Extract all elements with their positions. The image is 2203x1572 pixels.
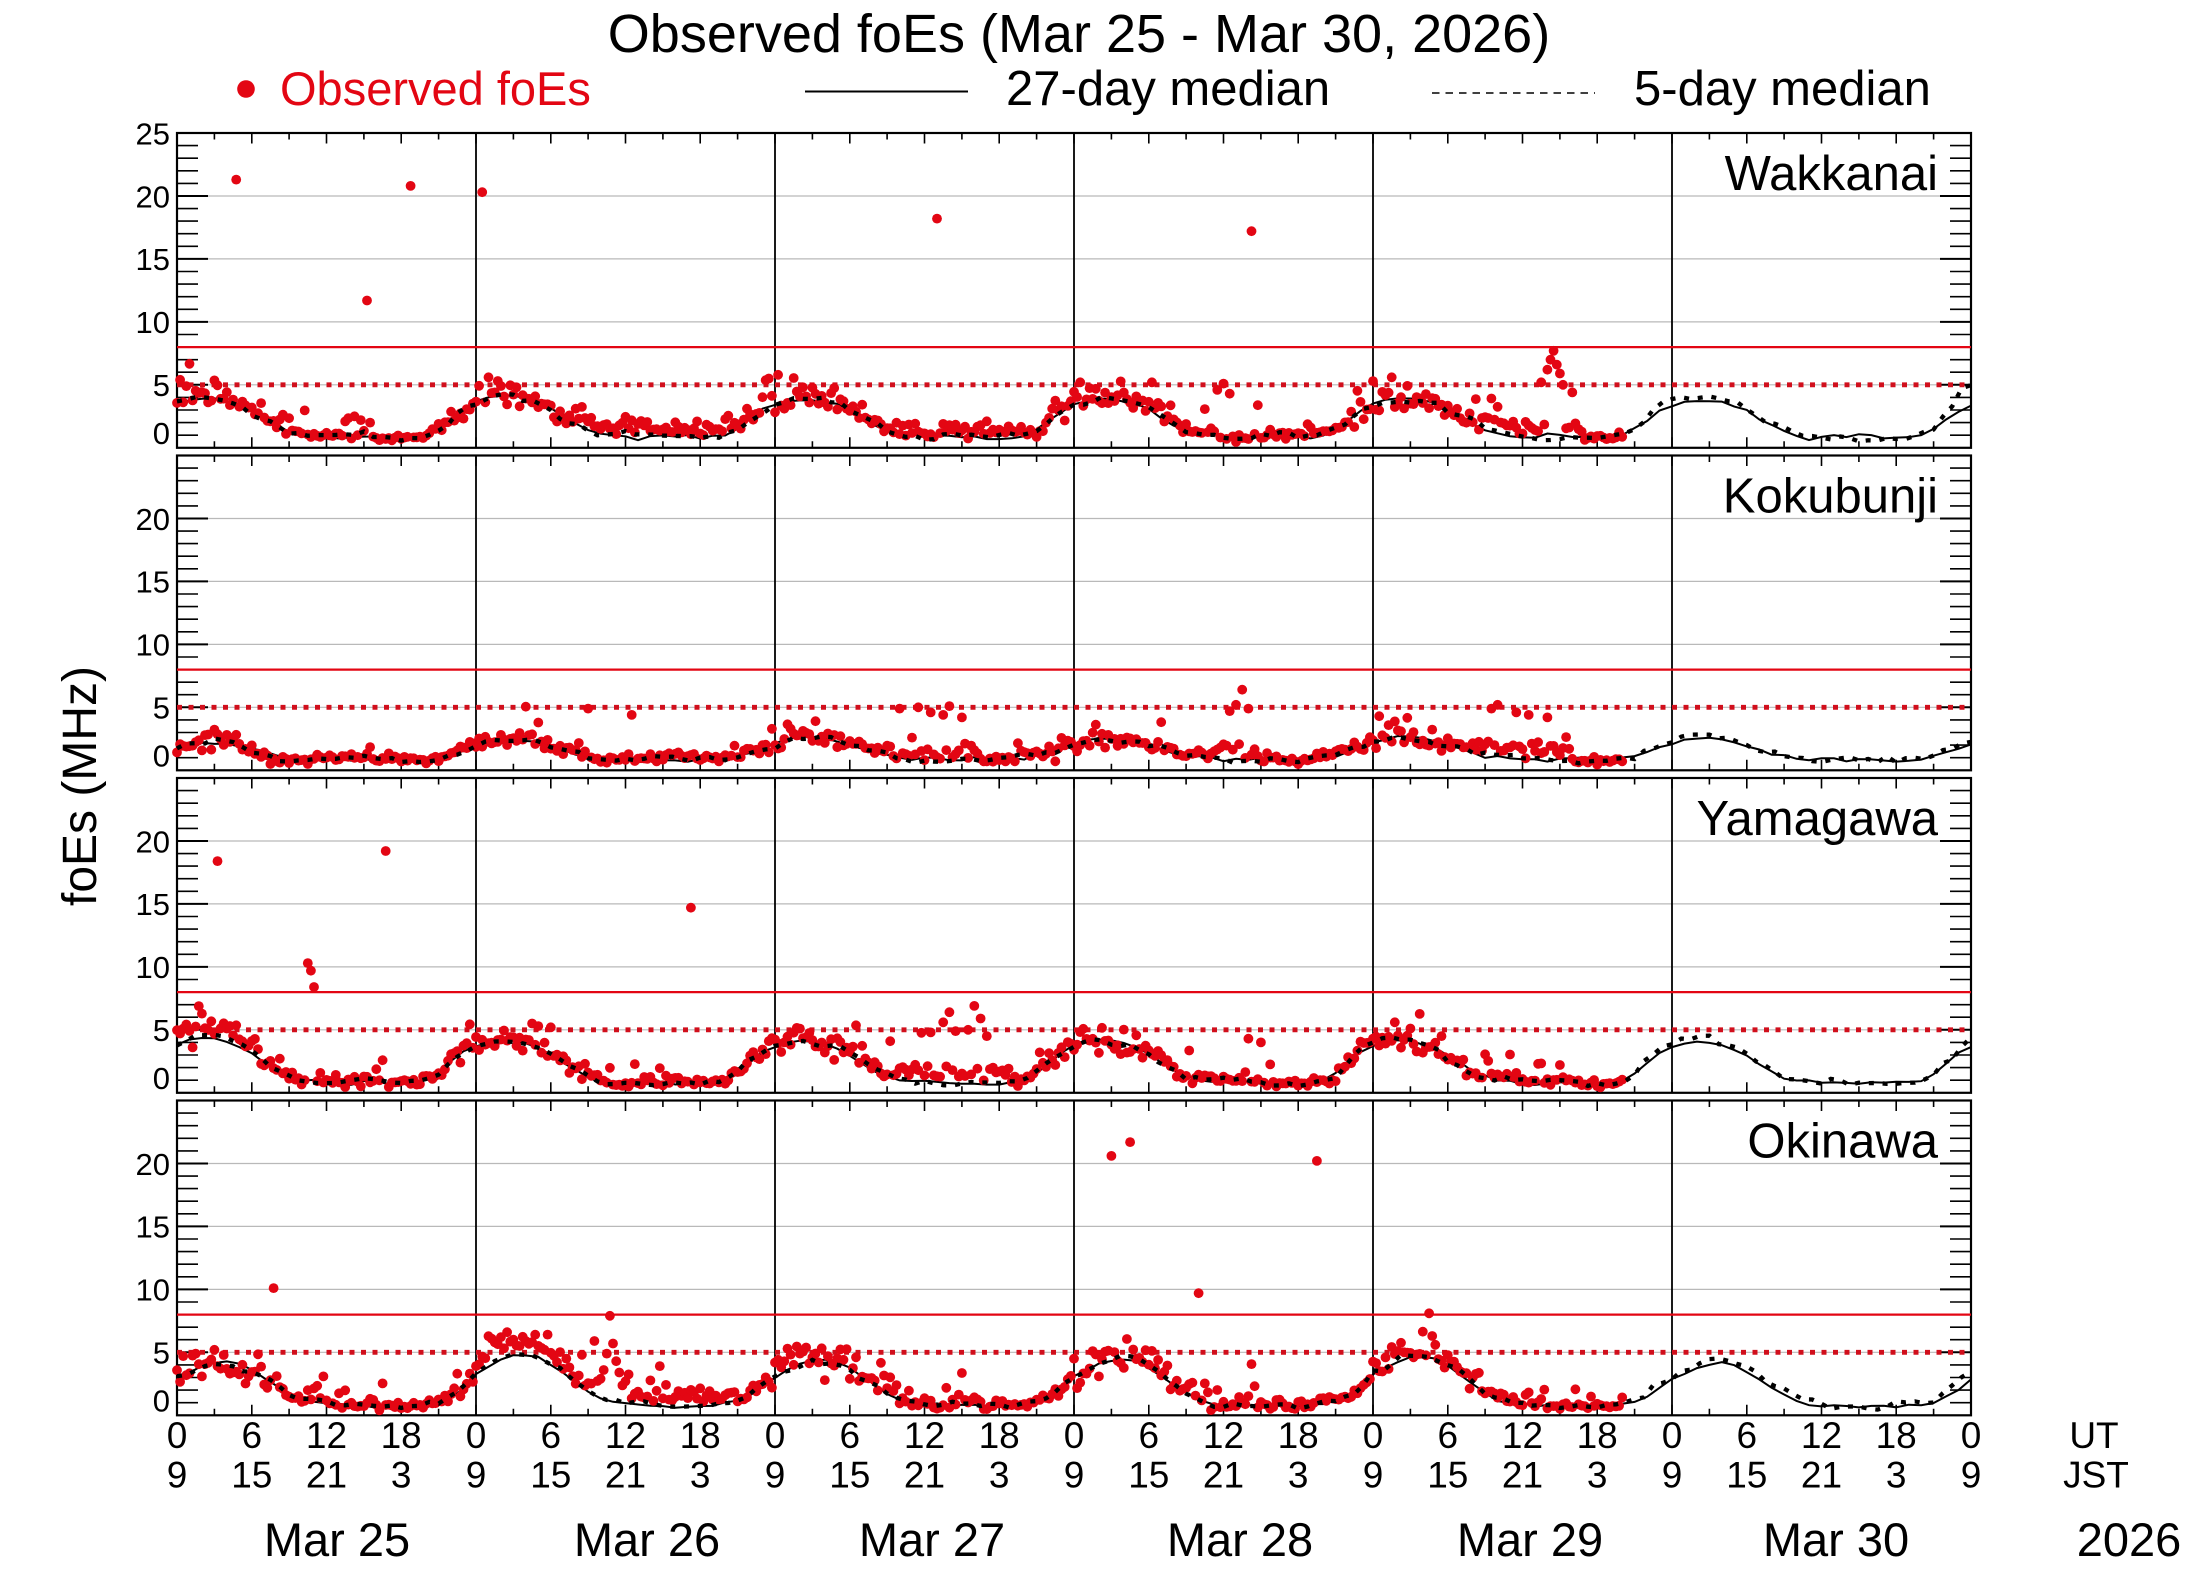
svg-text:Wakkanai: Wakkanai [1725,147,1938,201]
svg-text:10: 10 [136,305,170,340]
svg-text:5-day median: 5-day median [1634,62,1931,116]
svg-text:10: 10 [136,628,170,663]
svg-text:6: 6 [1438,1415,1459,1456]
svg-text:0: 0 [1662,1415,1683,1456]
svg-text:10: 10 [136,1273,170,1308]
svg-text:12: 12 [1203,1415,1244,1456]
svg-text:20: 20 [136,502,170,537]
svg-text:3: 3 [1587,1455,1608,1496]
svg-text:2026: 2026 [2077,1513,2182,1566]
svg-text:15: 15 [136,242,170,277]
svg-text:UT: UT [2069,1415,2118,1456]
svg-text:9: 9 [1363,1455,1384,1496]
svg-text:Observed foEs: Observed foEs [280,62,591,115]
svg-text:9: 9 [167,1455,188,1496]
svg-text:18: 18 [381,1415,422,1456]
svg-text:3: 3 [1886,1455,1907,1496]
svg-text:15: 15 [829,1455,870,1496]
svg-text:0: 0 [167,1415,188,1456]
svg-text:Mar 30: Mar 30 [1763,1513,1909,1566]
svg-text:Okinawa: Okinawa [1747,1115,1938,1169]
svg-text:21: 21 [306,1455,347,1496]
svg-text:6: 6 [1139,1415,1160,1456]
svg-text:21: 21 [1502,1455,1543,1496]
svg-text:15: 15 [1427,1455,1468,1496]
svg-text:3: 3 [1288,1455,1309,1496]
svg-text:9: 9 [466,1455,487,1496]
svg-text:12: 12 [1801,1415,1842,1456]
svg-text:Mar 29: Mar 29 [1457,1513,1603,1566]
svg-text:18: 18 [680,1415,721,1456]
svg-text:5: 5 [153,368,170,403]
svg-text:Yamagawa: Yamagawa [1696,792,1938,846]
svg-text:10: 10 [136,950,170,985]
svg-text:21: 21 [605,1455,646,1496]
svg-text:25: 25 [136,116,170,151]
svg-text:9: 9 [1961,1455,1982,1496]
svg-text:18: 18 [1278,1415,1319,1456]
svg-text:20: 20 [136,179,170,214]
svg-text:15: 15 [136,565,170,600]
svg-text:15: 15 [530,1455,571,1496]
svg-text:9: 9 [765,1455,786,1496]
svg-text:5: 5 [153,691,170,726]
svg-text:12: 12 [306,1415,347,1456]
svg-text:0: 0 [1961,1415,1982,1456]
svg-text:15: 15 [1128,1455,1169,1496]
svg-text:Mar 27: Mar 27 [859,1513,1005,1566]
svg-text:3: 3 [989,1455,1010,1496]
svg-text:5: 5 [153,1336,170,1371]
svg-text:9: 9 [1064,1455,1085,1496]
svg-text:18: 18 [979,1415,1020,1456]
svg-text:5: 5 [153,1013,170,1048]
svg-text:Mar 25: Mar 25 [264,1513,410,1566]
svg-text:3: 3 [690,1455,711,1496]
svg-text:3: 3 [391,1455,412,1496]
svg-text:0: 0 [1363,1415,1384,1456]
svg-text:6: 6 [242,1415,263,1456]
svg-text:0: 0 [153,1061,170,1096]
svg-text:12: 12 [904,1415,945,1456]
svg-text:Mar 26: Mar 26 [574,1513,720,1566]
svg-text:12: 12 [605,1415,646,1456]
svg-text:21: 21 [1801,1455,1842,1496]
svg-text:0: 0 [765,1415,786,1456]
svg-text:21: 21 [1203,1455,1244,1496]
svg-text:27-day median: 27-day median [1006,62,1330,116]
svg-text:0: 0 [466,1415,487,1456]
svg-text:Kokubunji: Kokubunji [1723,470,1938,524]
svg-text:21: 21 [904,1455,945,1496]
svg-text:15: 15 [231,1455,272,1496]
svg-text:20: 20 [136,1147,170,1182]
svg-text:20: 20 [136,824,170,859]
svg-text:18: 18 [1577,1415,1618,1456]
svg-text:6: 6 [840,1415,861,1456]
svg-text:15: 15 [1726,1455,1767,1496]
svg-text:Mar 28: Mar 28 [1167,1513,1313,1566]
svg-text:9: 9 [1662,1455,1683,1496]
svg-text:18: 18 [1876,1415,1917,1456]
svg-text:JST: JST [2063,1455,2129,1496]
svg-text:6: 6 [1737,1415,1758,1456]
svg-text:6: 6 [541,1415,562,1456]
svg-text:12: 12 [1502,1415,1543,1456]
svg-text:Observed foEs (Mar 25 - Mar 30: Observed foEs (Mar 25 - Mar 30, 2026) [608,4,1550,64]
svg-text:15: 15 [136,887,170,922]
svg-text:foEs (MHz): foEs (MHz) [54,666,107,906]
svg-text:0: 0 [153,739,170,774]
svg-text:0: 0 [1064,1415,1085,1456]
svg-text:15: 15 [136,1210,170,1245]
svg-text:0: 0 [153,1384,170,1419]
svg-text:0: 0 [153,416,170,451]
